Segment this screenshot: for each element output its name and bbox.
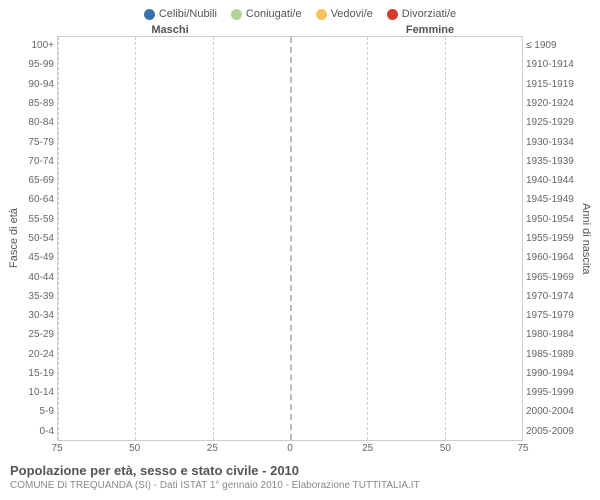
bar-row	[58, 402, 522, 421]
bar-row	[58, 210, 522, 229]
birth-year-label: 1990-1994	[526, 364, 580, 383]
bar-row	[58, 286, 522, 305]
bar-row	[58, 75, 522, 94]
birth-year-label: ≤ 1909	[526, 36, 580, 55]
birth-year-label: 1985-1989	[526, 345, 580, 364]
birth-year-column: ≤ 19091910-19141915-19191920-19241925-19…	[523, 36, 580, 441]
x-tick: 25	[207, 443, 218, 454]
birth-year-label: 1920-1924	[526, 94, 580, 113]
legend: Celibi/Nubili Coniugati/e Vedovi/e Divorzia…	[0, 0, 600, 24]
age-label: 80-84	[20, 113, 54, 132]
legend-swatch	[231, 9, 242, 20]
birth-year-label: 1915-1919	[526, 75, 580, 94]
age-label: 25-29	[20, 325, 54, 344]
birth-year-label: 1995-1999	[526, 383, 580, 402]
bar-row	[58, 306, 522, 325]
x-ticks: 7550250255075	[57, 443, 523, 457]
age-label: 75-79	[20, 132, 54, 151]
age-label: 55-59	[20, 210, 54, 229]
plot-area	[57, 36, 523, 441]
bar-row	[58, 152, 522, 171]
birth-year-label: 1935-1939	[526, 152, 580, 171]
bar-row	[58, 325, 522, 344]
age-label: 10-14	[20, 383, 54, 402]
age-label: 30-34	[20, 306, 54, 325]
bar-row	[58, 56, 522, 75]
age-label: 90-94	[20, 75, 54, 94]
bar-row	[58, 382, 522, 401]
y-axis-left-label: Fasce di età	[8, 36, 20, 441]
age-label: 15-19	[20, 364, 54, 383]
birth-year-label: 1925-1929	[526, 113, 580, 132]
birth-year-label: 1970-1974	[526, 287, 580, 306]
gender-labels: Maschi Femmine	[0, 24, 600, 36]
birth-year-label: 1945-1949	[526, 190, 580, 209]
x-tick: 75	[517, 443, 528, 454]
birth-year-label: 1965-1969	[526, 267, 580, 286]
age-label: 65-69	[20, 171, 54, 190]
legend-label: Celibi/Nubili	[159, 8, 217, 20]
birth-year-label: 1940-1944	[526, 171, 580, 190]
female-label: Femmine	[300, 24, 600, 36]
age-label: 45-49	[20, 248, 54, 267]
bar-row	[58, 133, 522, 152]
legend-swatch	[387, 9, 398, 20]
x-tick: 0	[287, 443, 293, 454]
legend-label: Vedovi/e	[331, 8, 373, 20]
birth-year-label: 1960-1964	[526, 248, 580, 267]
birth-year-label: 1950-1954	[526, 210, 580, 229]
birth-year-label: 1910-1914	[526, 55, 580, 74]
x-axis: 75 50 25 0 25 50 75	[8, 443, 592, 457]
bar-row	[58, 95, 522, 114]
bar-row	[58, 171, 522, 190]
bar-row	[58, 344, 522, 363]
y-axis-right-label: Anni di nascita	[580, 36, 592, 441]
birth-year-label: 1955-1959	[526, 229, 580, 248]
chart: Fasce di età 100+95-9990-9485-8980-8475-…	[0, 36, 600, 441]
birth-year-label: 2000-2004	[526, 402, 580, 421]
x-tick: 50	[129, 443, 140, 454]
age-label: 100+	[20, 36, 54, 55]
age-label: 40-44	[20, 267, 54, 286]
birth-year-label: 1975-1979	[526, 306, 580, 325]
legend-item: Coniugati/e	[231, 8, 302, 20]
age-label: 50-54	[20, 229, 54, 248]
birth-year-label: 1930-1934	[526, 132, 580, 151]
bar-row	[58, 37, 522, 56]
chart-subtitle: COMUNE DI TREQUANDA (SI) - Dati ISTAT 1°…	[10, 480, 590, 491]
birth-year-label: 2005-2009	[526, 422, 580, 441]
legend-item: Celibi/Nubili	[144, 8, 217, 20]
bar-row	[58, 267, 522, 286]
x-tick: 25	[362, 443, 373, 454]
x-tick: 50	[440, 443, 451, 454]
age-label: 20-24	[20, 345, 54, 364]
birth-year-label: 1980-1984	[526, 325, 580, 344]
bar-row	[58, 421, 522, 440]
age-label: 5-9	[20, 402, 54, 421]
age-label: 0-4	[20, 422, 54, 441]
legend-label: Divorziati/e	[402, 8, 456, 20]
male-label: Maschi	[0, 24, 300, 36]
legend-item: Vedovi/e	[316, 8, 373, 20]
chart-title: Popolazione per età, sesso e stato civil…	[10, 463, 590, 478]
legend-label: Coniugati/e	[246, 8, 302, 20]
x-tick: 75	[51, 443, 62, 454]
legend-swatch	[144, 9, 155, 20]
age-label: 35-39	[20, 287, 54, 306]
legend-item: Divorziati/e	[387, 8, 456, 20]
footer: Popolazione per età, sesso e stato civil…	[0, 457, 600, 491]
legend-swatch	[316, 9, 327, 20]
age-label: 95-99	[20, 55, 54, 74]
bar-row	[58, 191, 522, 210]
bar-row	[58, 248, 522, 267]
age-label: 60-64	[20, 190, 54, 209]
age-group-column: 100+95-9990-9485-8980-8475-7970-7465-696…	[20, 36, 57, 441]
age-label: 85-89	[20, 94, 54, 113]
bar-row	[58, 114, 522, 133]
bar-row	[58, 363, 522, 382]
bar-row	[58, 229, 522, 248]
age-label: 70-74	[20, 152, 54, 171]
